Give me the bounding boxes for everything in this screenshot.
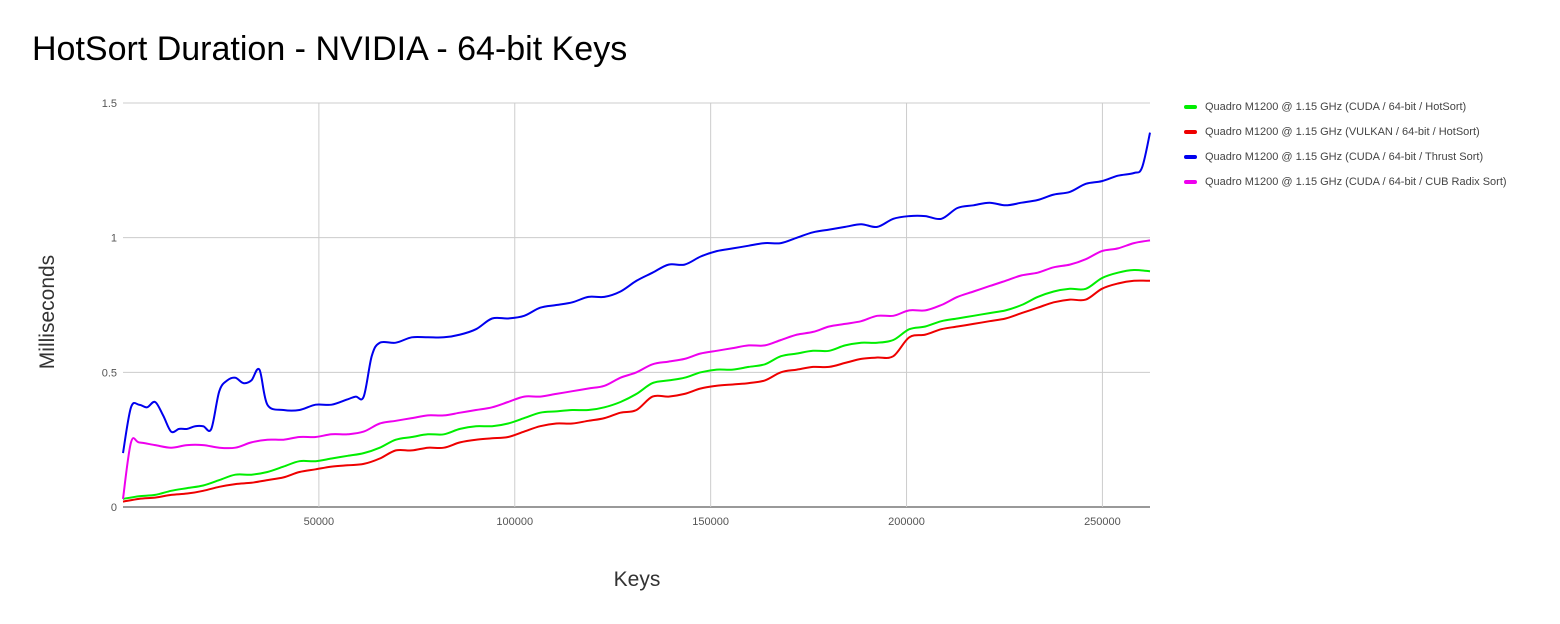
x-tick-label: 50000 — [304, 516, 335, 528]
legend-label: Quadro M1200 @ 1.15 GHz (CUDA / 64-bit /… — [1205, 100, 1467, 113]
series-line-1 — [122, 279, 1151, 503]
legend: Quadro M1200 @ 1.15 GHz (CUDA / 64-bit /… — [1184, 94, 1507, 194]
y-tick-label: 1.5 — [102, 98, 117, 110]
legend-item: Quadro M1200 @ 1.15 GHz (CUDA / 64-bit /… — [1184, 94, 1507, 119]
legend-item: Quadro M1200 @ 1.15 GHz (VULKAN / 64-bit… — [1184, 119, 1507, 144]
legend-item: Quadro M1200 @ 1.15 GHz (CUDA / 64-bit /… — [1184, 169, 1507, 194]
legend-swatch — [1184, 179, 1197, 184]
y-tick-label: 0 — [111, 502, 117, 514]
x-tick-label: 200000 — [888, 516, 925, 528]
chart-title: HotSort Duration - NVIDIA - 64-bit Keys — [32, 30, 628, 68]
y-axis-title: Milliseconds — [36, 255, 59, 369]
x-axis-title: Keys — [614, 568, 661, 591]
x-tick-label: 250000 — [1084, 516, 1121, 528]
legend-item: Quadro M1200 @ 1.15 GHz (CUDA / 64-bit /… — [1184, 144, 1507, 169]
series-lines — [122, 132, 1151, 503]
series-line-2 — [122, 132, 1151, 454]
y-tick-label: 1 — [111, 233, 117, 245]
legend-swatch — [1184, 129, 1197, 134]
legend-label: Quadro M1200 @ 1.15 GHz (CUDA / 64-bit /… — [1205, 175, 1507, 188]
tick-labels: 0 0.5 1 1.5 50000 100000 150000 200000 250000 — [102, 98, 1121, 528]
series-line-3 — [122, 239, 1151, 500]
series-line-0 — [122, 268, 1151, 500]
legend-swatch — [1184, 154, 1197, 159]
legend-label: Quadro M1200 @ 1.15 GHz (VULKAN / 64-bit… — [1205, 125, 1480, 138]
legend-label: Quadro M1200 @ 1.15 GHz (CUDA / 64-bit /… — [1205, 150, 1484, 163]
y-tick-label: 0.5 — [102, 367, 117, 379]
x-tick-label: 100000 — [496, 516, 533, 528]
gridlines — [123, 102, 1150, 508]
legend-swatch — [1184, 104, 1197, 109]
x-tick-label: 150000 — [692, 516, 729, 528]
